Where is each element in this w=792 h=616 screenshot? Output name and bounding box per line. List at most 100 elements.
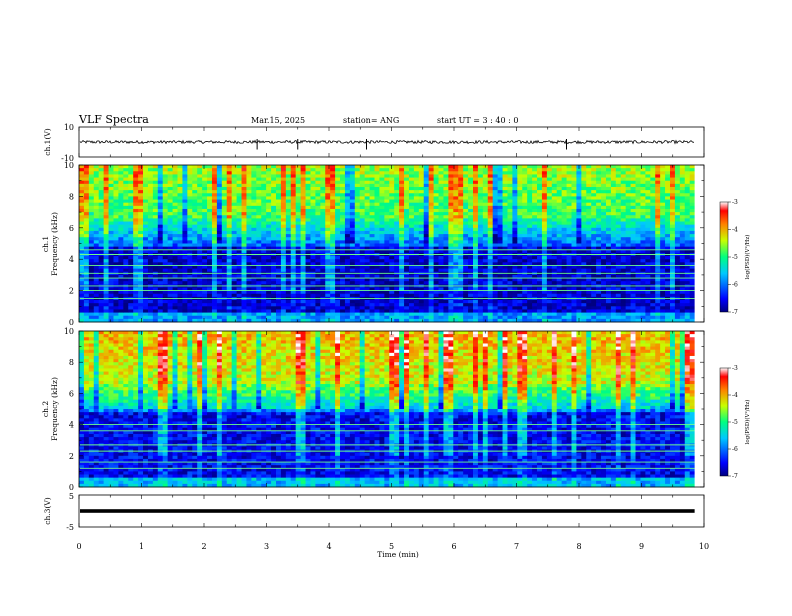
spectrogram-cell	[246, 225, 251, 229]
spectrogram-cell	[192, 184, 197, 188]
spectrogram-cell	[113, 291, 118, 295]
spectrogram-cell	[532, 215, 537, 219]
spectrogram-cell	[104, 171, 109, 175]
spectrogram-cell	[286, 190, 291, 194]
spectrogram-cell	[409, 237, 414, 241]
spectrogram-cell	[532, 291, 537, 295]
spectrogram-cell	[503, 237, 508, 241]
spectrogram-cell	[325, 168, 330, 172]
spectrogram-cell	[424, 278, 429, 282]
spectrogram-cell	[399, 178, 404, 182]
spectrogram-cell	[301, 200, 306, 204]
spectrogram-cell	[483, 209, 488, 213]
spectrogram-cell	[488, 306, 493, 310]
spectrogram-cell	[355, 278, 360, 282]
spectrogram-cell	[458, 215, 463, 219]
spectrogram-cell	[517, 168, 522, 172]
spectrogram-cell	[153, 234, 158, 238]
spectrogram-cell	[379, 171, 384, 175]
spectrogram-cell	[473, 278, 478, 282]
spectrogram-cell	[429, 250, 434, 254]
spectrogram-cell	[133, 187, 138, 191]
spectrogram-cell	[113, 269, 118, 273]
spectrogram-cell	[212, 244, 217, 248]
spectrogram-cell	[517, 174, 522, 178]
spectrogram-cell	[453, 240, 458, 244]
spectrogram-cell	[261, 218, 266, 222]
spectrogram-cell	[473, 240, 478, 244]
spectrogram-cell	[158, 269, 163, 273]
spectrogram-cell	[104, 269, 109, 273]
spectrogram-cell	[143, 222, 148, 226]
spectrogram-cell	[439, 209, 444, 213]
spectrogram-cell	[409, 187, 414, 191]
spectrogram-cell	[365, 187, 370, 191]
spectrogram-cell	[148, 244, 153, 248]
spectrogram-cell	[178, 196, 183, 200]
spectrogram-cell	[148, 215, 153, 219]
spectrogram-cell	[237, 300, 242, 304]
spectrogram-cell	[335, 215, 340, 219]
spectrogram-cell	[394, 306, 399, 310]
spectrogram-cell	[330, 190, 335, 194]
spectrogram-cell	[419, 291, 424, 295]
spectrogram-cell	[173, 250, 178, 254]
spectrogram-cell	[379, 200, 384, 204]
spectrogram-cell	[350, 244, 355, 248]
spectrogram-cell	[237, 250, 242, 254]
spectrogram-cell	[286, 178, 291, 182]
spectrogram-cell	[399, 306, 404, 310]
spectrogram-cell	[109, 181, 114, 185]
spectrogram-cell	[246, 215, 251, 219]
spectrogram-cell	[296, 218, 301, 222]
spectrogram-cell	[84, 269, 89, 273]
spectrogram-cell	[355, 281, 360, 285]
spectrogram-cell	[567, 212, 572, 216]
spectrogram-cell	[443, 231, 448, 235]
spectrogram-cell	[537, 313, 542, 317]
spectrogram-cell	[552, 316, 557, 320]
spectrogram-cell	[419, 218, 424, 222]
spectrogram-cell	[434, 187, 439, 191]
spectrogram-cell	[291, 200, 296, 204]
spectrogram-cell	[448, 174, 453, 178]
spectrogram-cell	[532, 265, 537, 269]
spectrogram-cell	[443, 278, 448, 282]
spectrogram-cell	[404, 240, 409, 244]
spectrogram-cell	[84, 244, 89, 248]
spectrogram-cell	[483, 294, 488, 298]
spectrogram-cell	[404, 218, 409, 222]
spectrogram-cell	[493, 215, 498, 219]
spectrogram-cell	[453, 184, 458, 188]
spectrogram-cell	[478, 178, 483, 182]
spectrogram-cell	[173, 165, 178, 169]
spectrogram-cell	[522, 200, 527, 204]
spectrogram-cell	[443, 174, 448, 178]
spectrogram-cell	[197, 309, 202, 313]
spectrogram-cell	[389, 212, 394, 216]
spectrogram-cell	[335, 225, 340, 229]
spectrogram-cell	[399, 193, 404, 197]
spectrogram-cell	[212, 165, 217, 169]
spectrogram-cell	[537, 187, 542, 191]
spectrogram-cell	[498, 231, 503, 235]
spectrogram-cell	[493, 165, 498, 169]
spectrogram-cell	[118, 209, 123, 213]
spectrogram-cell	[429, 200, 434, 204]
spectrogram-cell	[178, 237, 183, 241]
spectrogram-cell	[261, 174, 266, 178]
spectrogram-cell	[118, 316, 123, 320]
spectrogram-cell	[443, 200, 448, 204]
spectrogram-cell	[419, 250, 424, 254]
spectrogram-cell	[242, 190, 247, 194]
spectrogram-cell	[419, 316, 424, 320]
spectrogram-cell	[389, 300, 394, 304]
spectrogram-cell	[503, 316, 508, 320]
spectrogram-cell	[552, 174, 557, 178]
spectrogram-cell	[340, 181, 345, 185]
spectrogram-cell	[350, 316, 355, 320]
spectrogram-cell	[547, 294, 552, 298]
spectrogram-cell	[158, 300, 163, 304]
spectrogram-cell	[493, 184, 498, 188]
spectrogram-cell	[552, 231, 557, 235]
